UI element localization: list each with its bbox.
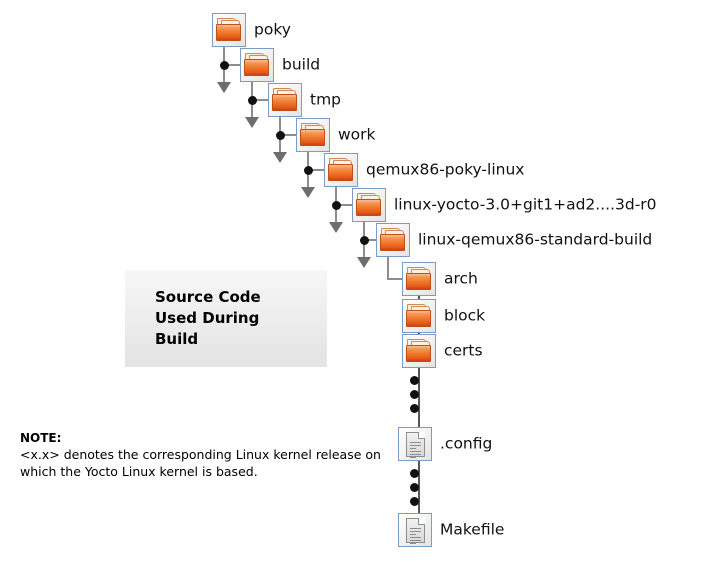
document-icon [398, 513, 432, 547]
child-node-2[interactable]: certs [402, 334, 483, 368]
ellipsis-dot [409, 468, 419, 478]
junction-dot [359, 235, 369, 245]
node-label: Makefile [440, 520, 505, 539]
note-block: NOTE: <x.x> denotes the corresponding Lin… [20, 430, 381, 480]
note-title: NOTE: [20, 431, 62, 445]
folder-icon [352, 188, 386, 222]
ellipsis-dot [409, 375, 419, 385]
arrow-head [245, 117, 259, 128]
ellipsis-dot [409, 496, 419, 506]
tree-node-5[interactable]: linux-yocto-3.0+git1+ad2....3d-r0 [352, 188, 657, 222]
child-node-3[interactable]: .config [398, 427, 492, 461]
folder-icon [402, 262, 436, 296]
tree-node-1[interactable]: build [240, 48, 320, 82]
arrow-head [273, 152, 287, 163]
junction-dot [331, 200, 341, 210]
tree-node-0[interactable]: poky [212, 13, 291, 47]
connector-horizontal [336, 204, 364, 206]
folder-icon [268, 83, 302, 117]
child-node-1[interactable]: block [402, 299, 485, 333]
folder-icon [296, 118, 330, 152]
node-label: work [338, 125, 376, 144]
node-label: tmp [310, 90, 342, 109]
junction-dot [219, 60, 229, 70]
folder-icon [402, 334, 436, 368]
arrow-head [329, 222, 343, 233]
junction-dot [247, 95, 257, 105]
child-node-0[interactable]: arch [402, 262, 478, 296]
connector-child-spine [418, 296, 420, 513]
junction-dot [303, 165, 313, 175]
folder-icon [324, 153, 358, 187]
folder-icon [376, 223, 410, 257]
node-label: linux-qemux86-standard-build [418, 230, 653, 249]
child-node-4[interactable]: Makefile [398, 513, 504, 547]
source-code-callout: Source Code Used During Build [125, 270, 327, 367]
folder-icon [240, 48, 274, 82]
tree-node-6[interactable]: linux-qemux86-standard-build [376, 223, 652, 257]
folder-icon [402, 299, 436, 333]
node-label: build [282, 55, 321, 74]
tree-node-3[interactable]: work [296, 118, 376, 152]
ellipsis-dot [409, 482, 419, 492]
tree-node-2[interactable]: tmp [268, 83, 341, 117]
connector-horizontal [280, 134, 308, 136]
note-body: <x.x> denotes the corresponding Linux ke… [20, 447, 381, 479]
arrow-head [301, 187, 315, 198]
node-label: block [444, 306, 486, 325]
folder-icon [212, 13, 246, 47]
node-label: .config [440, 434, 493, 453]
junction-dot [275, 130, 285, 140]
ellipsis-dot [409, 389, 419, 399]
connector-horizontal [252, 99, 280, 101]
node-label: qemux86-poky-linux [366, 160, 525, 179]
connector-horizontal [308, 169, 336, 171]
ellipsis-dot [409, 403, 419, 413]
node-label: linux-yocto-3.0+git1+ad2....3d-r0 [394, 195, 657, 214]
arrow-head [217, 82, 231, 93]
tree-node-4[interactable]: qemux86-poky-linux [324, 153, 524, 187]
connector-horizontal [224, 64, 252, 66]
connector-vertical-elbow [387, 257, 389, 280]
callout-text: Source Code Used During Build [155, 288, 261, 348]
arrow-head [357, 257, 371, 268]
node-label: poky [254, 20, 291, 39]
node-label: certs [444, 341, 483, 360]
node-label: arch [444, 269, 478, 288]
document-icon [398, 427, 432, 461]
